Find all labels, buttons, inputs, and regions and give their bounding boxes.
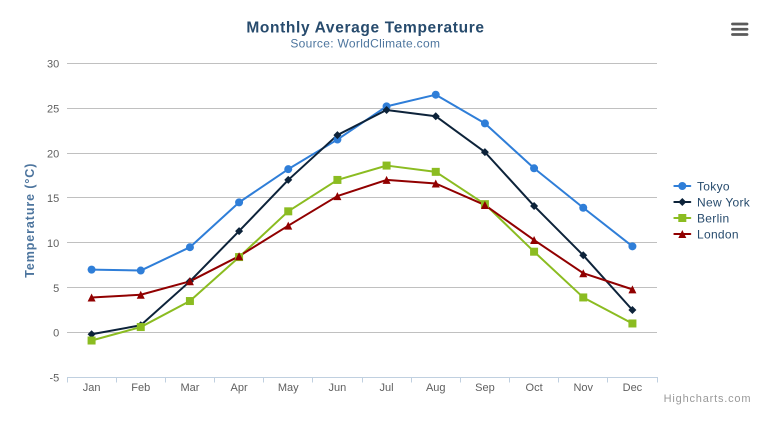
svg-text:10: 10 [47,238,59,250]
svg-text:0: 0 [53,328,59,340]
svg-text:-5: -5 [50,373,60,385]
svg-text:Highcharts.com: Highcharts.com [664,393,752,405]
svg-text:25: 25 [47,103,59,115]
svg-text:Temperature (°C): Temperature (°C) [23,163,37,278]
svg-text:Berlin: Berlin [697,211,729,225]
svg-text:Mar: Mar [180,382,199,394]
svg-text:Jul: Jul [380,382,394,394]
svg-text:5: 5 [53,283,59,295]
svg-text:Jan: Jan [83,382,101,394]
svg-text:Source: WorldClimate.com: Source: WorldClimate.com [290,36,440,50]
svg-text:20: 20 [47,148,59,160]
svg-text:Nov: Nov [573,382,593,394]
svg-text:New York: New York [697,195,751,209]
svg-text:Jun: Jun [329,382,347,394]
svg-text:London: London [697,227,739,241]
svg-text:Dec: Dec [623,382,643,394]
svg-text:Feb: Feb [131,382,150,394]
svg-text:Apr: Apr [231,382,248,394]
svg-text:Aug: Aug [426,382,446,394]
svg-text:15: 15 [47,193,59,205]
svg-text:Tokyo: Tokyo [697,179,730,193]
svg-text:Monthly Average Temperature: Monthly Average Temperature [246,19,484,36]
svg-text:Sep: Sep [475,382,495,394]
svg-text:May: May [278,382,299,394]
svg-text:30: 30 [47,59,59,71]
svg-text:Oct: Oct [526,382,543,394]
